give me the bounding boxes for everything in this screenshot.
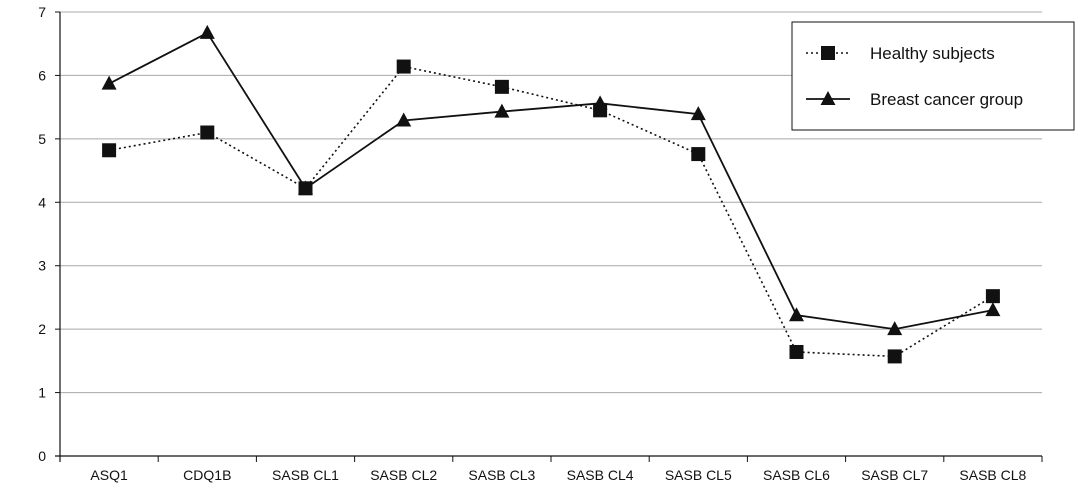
- legend-marker: [821, 46, 835, 60]
- data-point: [200, 125, 215, 140]
- data-point: [396, 59, 411, 74]
- data-point: [985, 302, 1001, 317]
- x-tick-label: SASB CL6: [763, 467, 830, 483]
- x-tick-label: SASB CL2: [370, 467, 437, 483]
- x-tick-labels: ASQ1 CDQ1B SASB CL1 SASB CL2 SASB CL3 SASB CL…: [59, 456, 1043, 483]
- data-point: [592, 95, 608, 110]
- data-point: [494, 79, 509, 94]
- data-point: [396, 112, 412, 127]
- series-line: [108, 31, 994, 331]
- data-point: [101, 75, 117, 90]
- x-tick-label: SASB CL5: [665, 467, 732, 483]
- y-tick-labels: 0 1 2 3 4 5 6 7: [38, 4, 46, 464]
- x-tick-label: SASB CL8: [959, 467, 1026, 483]
- data-point: [985, 289, 1000, 304]
- legend-marker: [820, 91, 836, 105]
- y-tick-label: 0: [38, 448, 46, 464]
- data-point: [102, 143, 117, 158]
- y-tick-label: 7: [38, 4, 46, 20]
- y-tick-label: 3: [38, 258, 46, 274]
- y-tick-label: 2: [38, 321, 46, 337]
- series-group: [101, 24, 1001, 364]
- legend-label: Breast cancer group: [870, 90, 1023, 109]
- y-tick-label: 6: [38, 67, 46, 83]
- legend-item: Breast cancer group: [806, 90, 1023, 109]
- x-tick-label: SASB CL7: [861, 467, 928, 483]
- series-line: [108, 65, 994, 358]
- data-point: [789, 307, 804, 322]
- data-point: [199, 24, 215, 39]
- data-point: [494, 103, 510, 118]
- data-point: [691, 147, 706, 162]
- x-tick-label: SASB CL3: [468, 467, 535, 483]
- x-tick-label: SASB CL4: [567, 467, 634, 483]
- axes: [55, 12, 1042, 462]
- x-tick-label: SASB CL1: [272, 467, 339, 483]
- y-tick-label: 4: [38, 194, 46, 210]
- series-healthy-subjects: [102, 59, 1000, 364]
- legend-label: Healthy subjects: [870, 44, 995, 63]
- x-tick-label: CDQ1B: [183, 467, 231, 483]
- series-breast-cancer-group: [101, 24, 1001, 336]
- legend: Healthy subjects Breast cancer group: [791, 21, 1075, 131]
- y-tick-label: 1: [38, 385, 46, 401]
- data-point: [789, 344, 804, 359]
- legend-item: Healthy subjects: [806, 44, 995, 63]
- gridlines: [55, 11, 1042, 457]
- data-point: [690, 106, 706, 121]
- y-tick-label: 5: [38, 131, 46, 147]
- x-tick-label: ASQ1: [90, 467, 128, 483]
- data-point: [887, 321, 903, 336]
- data-point: [298, 180, 313, 195]
- legend-box: [791, 21, 1075, 131]
- data-point: [887, 349, 902, 364]
